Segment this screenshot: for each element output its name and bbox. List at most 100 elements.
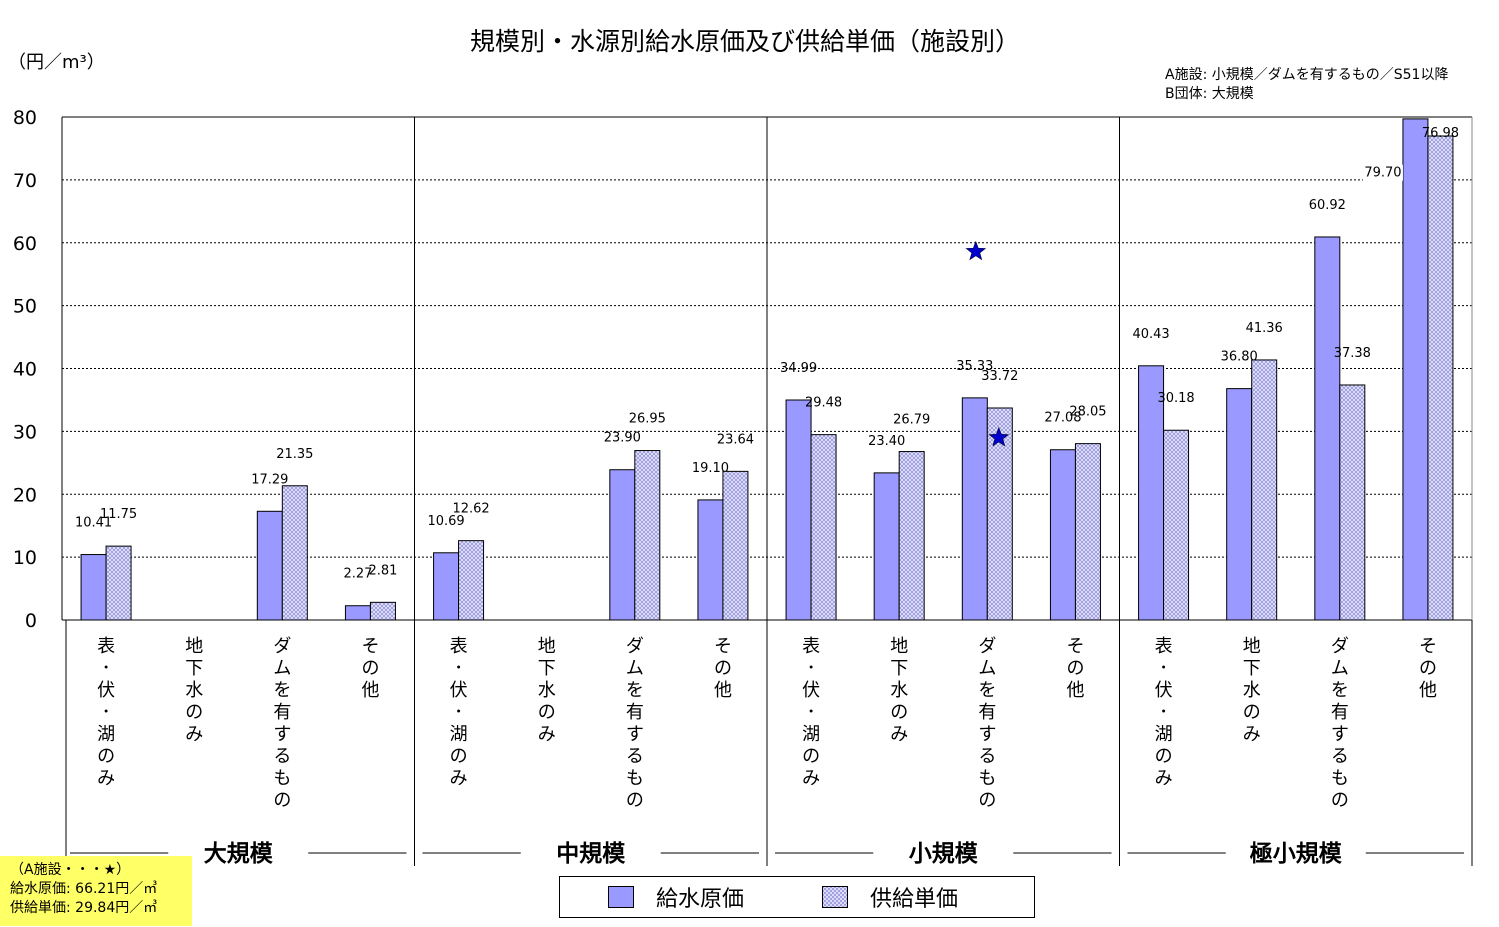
data-label: 23.64 <box>717 432 754 447</box>
data-label: 26.79 <box>893 413 930 428</box>
y-tick-label: 70 <box>13 170 37 192</box>
bar-kyusui-genka <box>1402 118 1429 621</box>
data-label-bg <box>1362 164 1403 181</box>
data-label: 29.48 <box>805 396 842 411</box>
bar-kyusui-genka <box>697 499 724 621</box>
category-label: 表･伏･湖のみ <box>97 636 115 789</box>
bar-kyusui-genka <box>433 552 460 621</box>
bar-kyusui-genka <box>1314 236 1341 621</box>
data-label: 34.99 <box>780 361 817 376</box>
bar-kyusui-genka <box>961 397 988 621</box>
y-tick-label: 40 <box>13 359 37 381</box>
y-tick-label: 10 <box>13 547 37 569</box>
legend: 給水原価 供給単価 <box>559 876 1035 918</box>
bar-kyokyu-tanka <box>1074 443 1101 621</box>
data-label: 28.05 <box>1069 405 1106 420</box>
data-label: 10.41 <box>75 516 112 531</box>
annotation-line2: B団体: 大規模 <box>1165 86 1254 102</box>
bar-kyokyu-tanka <box>1163 429 1190 621</box>
bar-kyusui-genka <box>609 469 636 621</box>
bar-kyokyu-tanka <box>105 545 132 621</box>
bar-kyusui-genka <box>873 472 900 621</box>
bar-kyusui-genka <box>1226 388 1253 621</box>
data-label: 23.90 <box>604 431 641 446</box>
category-label: 表･伏･湖のみ <box>450 636 468 789</box>
plot-area: 0 10 20 30 40 50 60 70 80 大規模 中規模 小規模 極小規模 表･伏･湖のみ 地下水… <box>13 107 1473 867</box>
bar-kyokyu-tanka <box>722 470 749 621</box>
a-facility-note: （A施設・・・★） 給水原価: 66.21円／㎥ 供給単価: 29.84円／㎥ <box>0 856 192 926</box>
category-label: ダムを有するもの <box>978 636 996 811</box>
category-label: その他 <box>714 636 732 701</box>
bar-kyokyu-tanka <box>1427 135 1454 621</box>
star-marker <box>988 426 1010 447</box>
legend-swatch-solid <box>608 886 634 908</box>
note-line2: 給水原価: 66.21円／㎥ <box>10 881 158 897</box>
y-tick-label: 30 <box>13 421 37 443</box>
data-label: 30.18 <box>1157 391 1194 406</box>
note-line3: 供給単価: 29.84円／㎥ <box>10 900 158 916</box>
data-label: 26.95 <box>629 412 666 427</box>
annotation-line1: A施設: 小規模／ダムを有するもの／S51以降 <box>1165 67 1448 83</box>
bar-kyusui-genka <box>344 605 371 621</box>
data-label: 41.36 <box>1246 321 1283 336</box>
data-label: 79.70 <box>1364 166 1401 181</box>
data-label: 35.33 <box>956 359 993 374</box>
category-label: 地下水のみ <box>185 636 203 745</box>
y-tick-label: 60 <box>13 233 37 255</box>
category-label: ダムを有するもの <box>273 636 291 811</box>
data-label: 17.29 <box>251 472 288 487</box>
bar-kyokyu-tanka <box>281 485 308 621</box>
data-label: 37.38 <box>1334 346 1371 361</box>
category-label: その他 <box>1419 636 1437 701</box>
bar-kyokyu-tanka <box>458 540 485 621</box>
data-label: 76.98 <box>1422 126 1459 141</box>
bar-kyokyu-tanka <box>369 601 396 621</box>
bar-kyusui-genka <box>256 510 283 621</box>
data-label: 21.35 <box>276 447 313 462</box>
category-label: 地下水のみ <box>890 636 908 745</box>
bar-kyusui-genka <box>1138 365 1165 621</box>
legend-item-kyokyu: 供給単価 <box>822 885 958 912</box>
legend-label-kyokyu: 供給単価 <box>870 887 959 912</box>
y-tick-label: 80 <box>13 107 37 129</box>
bar-kyokyu-tanka <box>634 450 661 621</box>
category-label: その他 <box>361 636 379 701</box>
category-label: ダムを有するもの <box>1331 636 1349 811</box>
star-marker <box>965 240 987 261</box>
data-label: 36.80 <box>1221 350 1258 365</box>
data-label: 12.62 <box>452 502 489 517</box>
category-label: ダムを有するもの <box>626 636 644 811</box>
category-label: その他 <box>1066 636 1084 701</box>
category-label: 地下水のみ <box>1243 636 1261 745</box>
data-label: 33.72 <box>981 369 1018 384</box>
data-label: 19.10 <box>692 461 729 476</box>
data-label: 2.27 <box>343 567 372 582</box>
chart-title: 規模別・水源別給水原価及び供給単価（施設別） <box>470 27 1020 56</box>
category-label: 表･伏･湖のみ <box>1155 636 1173 789</box>
y-axis-unit: （円／m³） <box>8 52 105 73</box>
data-label: 60.92 <box>1309 198 1346 213</box>
bar-kyokyu-tanka <box>1339 384 1366 621</box>
y-tick-label: 20 <box>13 484 37 506</box>
data-label: 10.69 <box>427 514 464 529</box>
bar-kyusui-genka <box>80 554 107 621</box>
bar-kyokyu-tanka <box>986 407 1013 621</box>
group-label: 中規模 <box>556 841 626 867</box>
category-label: 地下水のみ <box>538 636 556 745</box>
bar-kyusui-genka <box>1049 449 1076 621</box>
data-label: 2.81 <box>368 563 397 578</box>
bar-kyusui-genka <box>785 399 812 621</box>
legend-label-kyusui: 給水原価 <box>656 887 745 912</box>
category-label: 表･伏･湖のみ <box>802 636 820 789</box>
bar-kyokyu-tanka <box>810 434 837 621</box>
legend-swatch-hatched <box>822 886 848 908</box>
data-label: 11.75 <box>100 507 137 522</box>
group-label: 極小規模 <box>1250 840 1343 867</box>
data-label: 40.43 <box>1132 327 1169 342</box>
y-tick-label: 0 <box>25 610 37 632</box>
note-line1: （A施設・・・★） <box>10 862 131 878</box>
group-label: 大規模 <box>204 841 274 867</box>
bar-kyokyu-tanka <box>898 451 925 621</box>
group-label: 小規模 <box>909 841 979 867</box>
